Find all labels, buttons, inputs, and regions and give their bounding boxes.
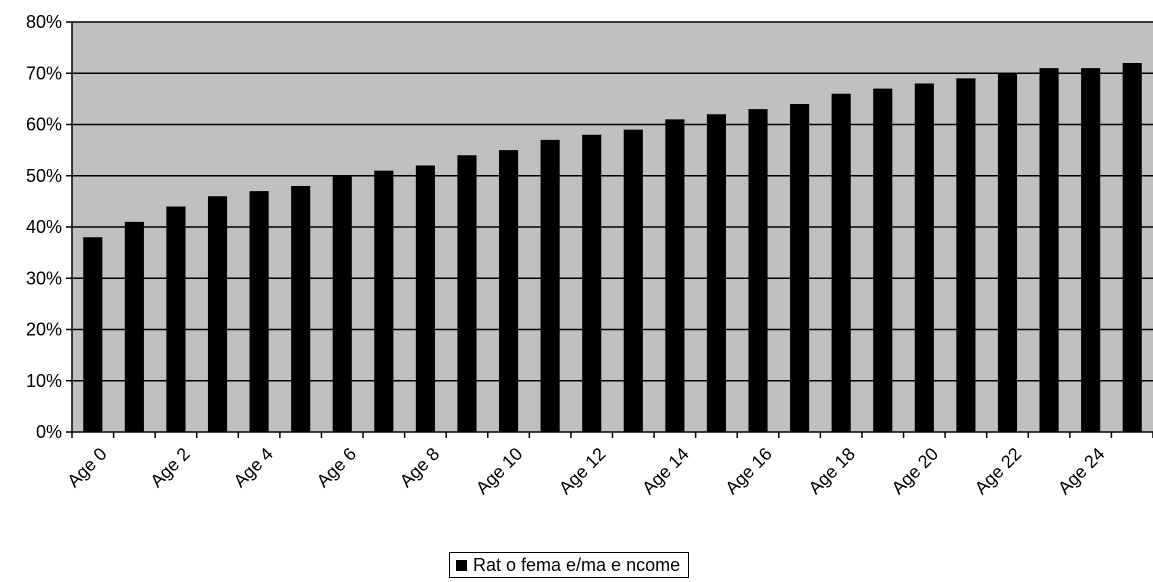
legend-swatch (456, 559, 467, 571)
bar (665, 119, 685, 432)
bar (124, 221, 144, 432)
legend: Rat o fema e/ma e ncome (449, 552, 690, 578)
bar (1081, 68, 1101, 432)
bar (706, 114, 727, 432)
bar (166, 206, 186, 432)
axes (66, 21, 1153, 438)
x-tick-label: Age 24 (1054, 444, 1108, 498)
y-tick-label: 80% (26, 12, 62, 32)
bar (540, 139, 560, 432)
x-axis-tick-labels: Age 0 Age 2 Age 4 Age 6 Age 8 Age 10 Age 12 Age… (63, 444, 1108, 498)
bar (207, 196, 228, 432)
bar (374, 170, 394, 432)
y-tick-label: 40% (26, 217, 62, 237)
legend-label: Rat o fema e/ma e ncome (473, 554, 681, 575)
x-tick-label: Age 0 (63, 444, 110, 491)
y-tick-label: 20% (26, 320, 62, 340)
x-tick-label: Age 18 (805, 444, 859, 498)
y-tick-label: 30% (26, 268, 62, 288)
x-tick-label: Age 2 (146, 444, 193, 491)
y-tick-label: 10% (26, 371, 62, 391)
bar (831, 93, 851, 432)
bar (790, 104, 810, 432)
bar (956, 78, 976, 432)
y-tick-label: 50% (26, 166, 62, 186)
x-tick-label: Age 6 (313, 444, 360, 491)
bar (1122, 63, 1142, 432)
bar (498, 150, 519, 432)
bar (914, 83, 934, 432)
bar (332, 175, 352, 432)
y-tick-label: 0% (36, 422, 62, 442)
bar (873, 88, 893, 432)
x-tick-label: Age 22 (971, 444, 1025, 498)
y-tick-label: 70% (26, 63, 62, 83)
x-tick-label: Age 10 (472, 444, 526, 498)
y-axis-tick-labels: 0% 10% 20% 30% 40% 50% 60% 70% 80% (26, 12, 62, 442)
bar (997, 73, 1018, 432)
x-tick-label: Age 14 (638, 444, 692, 498)
x-tick-label: Age 16 (721, 444, 775, 498)
bar (623, 129, 643, 432)
x-tick-label: Age 4 (230, 444, 277, 491)
bar (83, 237, 103, 432)
x-tick-label: Age 20 (888, 444, 942, 498)
bar (249, 191, 269, 432)
x-tick-label: Age 8 (396, 444, 443, 491)
x-tick-label: Age 12 (555, 444, 609, 498)
bars (83, 63, 1142, 432)
bar (457, 155, 477, 432)
bar (582, 134, 602, 432)
bar (1039, 68, 1059, 432)
bar (748, 109, 768, 432)
bar (291, 186, 311, 432)
bar (415, 165, 435, 432)
y-tick-label: 60% (26, 115, 62, 135)
